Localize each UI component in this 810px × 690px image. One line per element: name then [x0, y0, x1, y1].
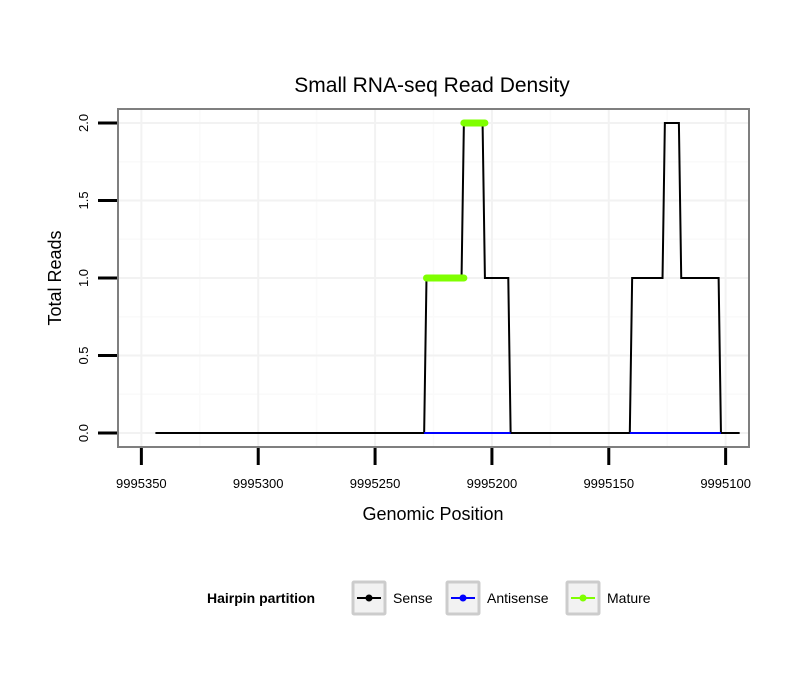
legend-title: Hairpin partition: [207, 590, 315, 606]
y-tick-label: 2.0: [76, 114, 91, 132]
legend-key-mature: [579, 594, 587, 602]
x-tick-label: 9995200: [467, 476, 518, 491]
legend-item-sense: Sense: [351, 580, 433, 616]
y-tick-label: 1.0: [76, 269, 91, 287]
legend-label-antisense: Antisense: [487, 590, 549, 606]
legend-label-sense: Sense: [393, 590, 433, 606]
y-tick-label: 0.0: [76, 424, 91, 442]
legend-item-antisense: Antisense: [445, 580, 549, 616]
legend-label-mature: Mature: [607, 590, 651, 606]
y-axis: 0.0 0.5 1.0 1.5 2.0: [76, 114, 117, 442]
legend-item-mature: Mature: [565, 580, 651, 616]
plot-border: [117, 108, 750, 448]
x-tick-label: 9995300: [233, 476, 284, 491]
legend-key-antisense: [459, 594, 467, 602]
x-tick-label: 9995150: [583, 476, 634, 491]
series-layer: [155, 119, 740, 435]
x-axis: 9995350 9995300 9995250 9995200 9995150 99951…: [116, 448, 751, 491]
x-axis-title: Genomic Position: [362, 504, 503, 524]
y-tick-label: 1.5: [76, 191, 91, 209]
legend: Hairpin partition Sense Antisense Mature: [207, 580, 651, 616]
x-tick-label: 9995250: [350, 476, 401, 491]
chart-title: Small RNA-seq Read Density: [294, 74, 570, 97]
y-tick-label: 0.5: [76, 346, 91, 364]
x-tick-label: 9995350: [116, 476, 167, 491]
legend-key-sense: [365, 594, 373, 602]
x-tick-label: 9995100: [700, 476, 751, 491]
y-axis-title: Total Reads: [45, 230, 65, 325]
